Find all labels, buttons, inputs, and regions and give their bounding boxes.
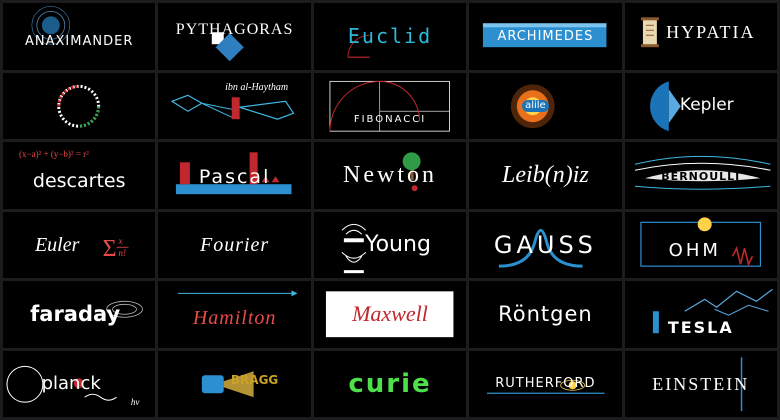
logo-tile-maxwell: Maxwell: [313, 281, 467, 348]
frame-icon: [325, 291, 454, 338]
logo-text-euclid: Euclid: [347, 24, 433, 49]
logo-tile-hypatia: HYPATIA: [624, 3, 777, 70]
light-beam-icon: [740, 356, 742, 411]
logo-text-archimedes: ARCHIMEDES: [497, 28, 594, 44]
logo-tile-einstein: EINSTEIN: [624, 350, 777, 417]
field-lines-icon: [106, 300, 143, 318]
xray-tube-icon: [202, 370, 255, 397]
logo-text-fibonacci: FIBONACCI: [353, 113, 427, 125]
logo-text-ohm: OHM: [668, 239, 721, 261]
svg-text:Σ: Σ: [103, 236, 117, 262]
logo-tile-rutherford: RUTHERFORD: [469, 350, 622, 417]
logo-text-planck: planck: [41, 372, 101, 394]
water-block-icon: [483, 23, 607, 48]
camera-obscura-icon: [170, 94, 295, 120]
logo-tile-galileo: alile: [469, 72, 622, 139]
logo-text-anaximander: ANAXIMANDER: [25, 33, 134, 49]
airfoil-flow-icon: [634, 155, 771, 190]
orbit-ellipse-icon: [649, 80, 681, 131]
logo-text-rutherford: RUTHERFORD: [495, 376, 596, 392]
logo-tile-euler: Σ x n! Euler: [3, 211, 156, 278]
logo-text-curie: curie: [348, 368, 432, 399]
logo-tile-planck: planck hv: [3, 350, 156, 417]
logo-tile-bragg: BRAGG: [158, 350, 311, 417]
bell-curve-icon: [499, 228, 583, 268]
svg-text:n!: n!: [119, 248, 126, 258]
ring-icon: [57, 84, 101, 128]
quantum-wave-icon: [6, 365, 117, 403]
logo-tile-fourier: Fourier: [158, 211, 311, 278]
summation-icon: Σ x n!: [103, 236, 129, 262]
logo-tile-rontgen: Röntgen: [469, 281, 622, 348]
logo-tile-hamilton: Hamilton: [158, 281, 311, 348]
logo-text-hamilton: Hamilton: [192, 307, 277, 330]
logo-tile-young: Young: [313, 211, 467, 278]
logo-text-hypatia: HYPATIA: [666, 22, 756, 43]
descartes-formula: (x−a)² + (y−b)² = r²: [19, 149, 89, 159]
orbit-icon: [31, 6, 71, 45]
logo-text-maxwell: Maxwell: [352, 301, 428, 327]
logo-tile-descartes: (x−a)² + (y−b)² = r² descartes: [3, 142, 156, 209]
logo-tile-al-haytham: ibn al-Haytham: [158, 72, 311, 139]
logo-tile-pythagoras: PYTHAGORAS: [158, 3, 311, 70]
double-slit-icon: [341, 223, 366, 273]
logo-text-young: Young: [365, 231, 431, 257]
logo-tile-anaximander: ANAXIMANDER: [3, 3, 156, 70]
hydraulic-press-icon: [176, 152, 292, 195]
lightning-icon: [652, 288, 773, 334]
logo-text-newton: Newton: [343, 162, 437, 189]
logo-text-descartes: descartes: [32, 169, 126, 192]
logo-tile-kepler: Kepler: [624, 72, 777, 139]
logo-tile-archimedes: ARCHIMEDES: [469, 3, 622, 70]
logo-text-galileo: alile: [522, 99, 549, 112]
logo-tile-chain: [3, 72, 156, 139]
logo-text-leibniz: Leib(n)iz: [502, 162, 589, 189]
logo-text-faraday: faraday: [30, 301, 121, 326]
compass-icon: [347, 34, 370, 58]
logo-tile-faraday: faraday: [3, 281, 156, 348]
logo-tile-bernoulli: BERNOULLI: [624, 142, 777, 209]
logo-text-pythagoras: PYTHAGORAS: [175, 21, 294, 39]
logo-tile-newton: Newton: [313, 142, 467, 209]
logo-tile-ohm: OHM: [624, 211, 777, 278]
golden-spiral-icon: [329, 80, 450, 132]
logo-text-bragg: BRAGG: [230, 372, 279, 387]
logo-text-fourier: Fourier: [199, 233, 270, 256]
atom-icon: [487, 379, 605, 394]
logo-text-gauss: GAUSS: [493, 230, 597, 259]
svg-text:x: x: [118, 236, 123, 246]
squares-icon: [212, 32, 245, 62]
logo-text-bernoulli: BERNOULLI: [661, 169, 741, 183]
logo-tile-leibniz: Leib(n)iz: [469, 142, 622, 209]
logo-text-pascal: Pascal: [198, 165, 271, 188]
vector-arrow-icon: [178, 290, 298, 297]
apple-tree-icon: [402, 152, 421, 192]
logo-tile-gauss: GAUSS: [469, 211, 622, 278]
logo-text-euler: Euler: [34, 233, 80, 256]
logo-text-einstein: EINSTEIN: [652, 373, 750, 394]
logo-tile-curie: curie: [313, 350, 467, 417]
logo-tile-fibonacci: FIBONACCI: [313, 72, 467, 139]
logo-text-tesla: TESLA: [667, 318, 734, 338]
planck-formula: hv: [130, 397, 140, 407]
logo-text-rontgen: Röntgen: [498, 301, 593, 326]
logo-text-kepler: Kepler: [679, 95, 734, 116]
logo-tile-pascal: Pascal: [158, 142, 311, 209]
logo-tile-tesla: TESLA: [624, 281, 777, 348]
logo-tile-euclid: Euclid: [313, 3, 467, 70]
scroll-icon: [640, 17, 659, 48]
logo-text-al-haytham: ibn al-Haytham: [225, 81, 289, 93]
circuit-bulb-icon: [639, 216, 761, 267]
